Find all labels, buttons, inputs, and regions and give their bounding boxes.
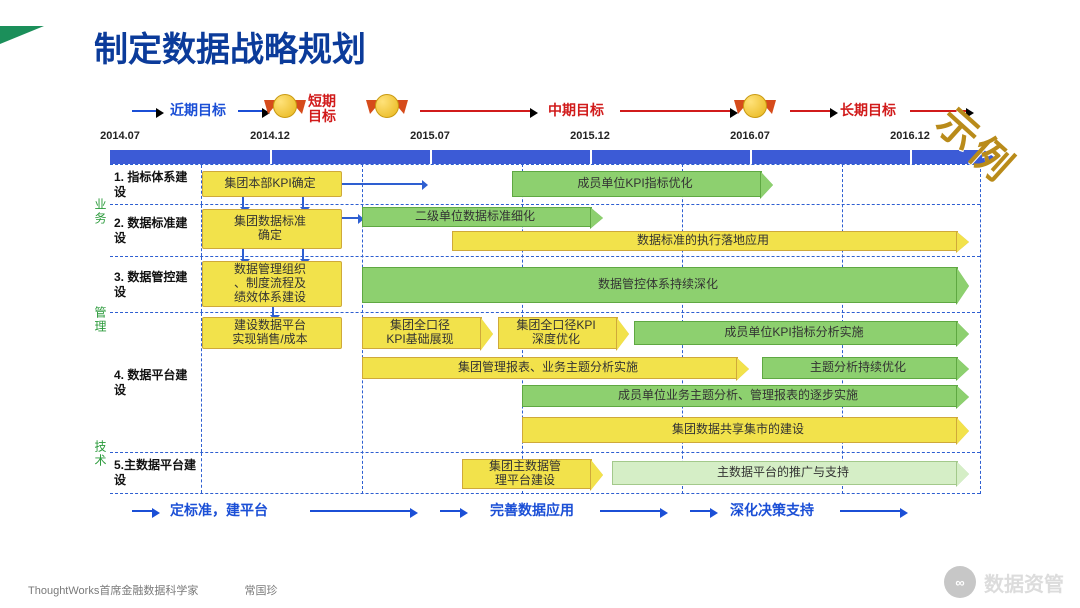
date-tick: 2016.12 bbox=[890, 130, 930, 142]
task-bar: 数据标准的执行落地应用 bbox=[452, 231, 958, 251]
timeline-bar bbox=[110, 150, 980, 164]
brand-icon: ∞ bbox=[944, 566, 976, 598]
row-label: 2. 数据标准建设 bbox=[110, 205, 202, 256]
task-bar: 数据管控体系持续深化 bbox=[362, 267, 958, 303]
mid-arrow-l bbox=[420, 110, 530, 112]
connector-arrow bbox=[242, 249, 244, 259]
task-bar: 集团本部KPI确定 bbox=[202, 171, 342, 197]
gantt-row: 4. 数据平台建设建设数据平台实现销售/成本集团全口径KPI基础展现集团全口径K… bbox=[110, 312, 980, 452]
task-bar: 成员单位KPI指标优化 bbox=[512, 171, 762, 197]
phase-arrow bbox=[440, 510, 460, 512]
date-tick: 2015.07 bbox=[410, 130, 450, 142]
short-label-text: 短期目标 bbox=[308, 93, 336, 124]
task-bar: 集团管理报表、业务主题分析实施 bbox=[362, 357, 738, 379]
medal-icon bbox=[738, 94, 772, 128]
phase-arrow bbox=[600, 510, 660, 512]
long-arrow-r bbox=[910, 110, 966, 112]
phase-arrow bbox=[132, 510, 152, 512]
date-tick: 2014.12 bbox=[250, 130, 290, 142]
task-bar: 建设数据平台实现销售/成本 bbox=[202, 317, 342, 349]
mid-label: 中期目标 bbox=[548, 100, 604, 120]
task-bar: 成员单位业务主题分析、管理报表的逐步实施 bbox=[522, 385, 958, 407]
long-label: 长期目标 bbox=[840, 100, 896, 120]
task-bar: 成员单位KPI指标分析实施 bbox=[634, 321, 958, 345]
phase-label: 定标准，建平台 bbox=[170, 500, 268, 520]
credit-left: ThoughtWorks首席金融数据科学家 bbox=[28, 585, 198, 597]
side-category: 管理 bbox=[92, 306, 109, 334]
medal-icon bbox=[268, 94, 302, 128]
task-bar: 集团数据标准确定 bbox=[202, 209, 342, 249]
connector-arrow bbox=[302, 249, 304, 259]
row-body: 集团主数据管理平台建设主数据平台的推广与支持 bbox=[202, 453, 980, 493]
corner-accent bbox=[0, 26, 44, 44]
gantt-row: 1. 指标体系建设集团本部KPI确定 成员单位KPI指标优化 bbox=[110, 164, 980, 204]
row-body: 集团数据标准确定二级单位数据标准细化数据标准的执行落地应用 bbox=[202, 205, 980, 256]
row-body: 建设数据平台实现销售/成本集团全口径KPI基础展现集团全口径KPI深度优化成员单… bbox=[202, 313, 980, 452]
task-bar: 集团数据共享集市的建设 bbox=[522, 417, 958, 443]
mid-arrow-r bbox=[620, 110, 730, 112]
phase-arrow bbox=[310, 510, 410, 512]
connector-arrow bbox=[242, 197, 244, 207]
task-bar: 主题分析持续优化 bbox=[762, 357, 958, 379]
footer-credits: ThoughtWorks首席金融数据科学家 常国珍 bbox=[28, 582, 277, 598]
phase-label: 完善数据应用 bbox=[490, 500, 574, 520]
near-label: 近期目标 bbox=[170, 100, 226, 120]
connector-arrow bbox=[342, 183, 422, 185]
date-tick: 2016.07 bbox=[730, 130, 770, 142]
row-body: 数据管理组织、制度流程及绩效体系建设数据管控体系持续深化 bbox=[202, 257, 980, 312]
gantt-chart: 近期目标 短期目标 中期目标 长期目标 2014.07 2014.12 2015… bbox=[110, 100, 980, 524]
phase-label: 深化决策支持 bbox=[730, 500, 814, 520]
short-label: 短期目标 bbox=[308, 94, 336, 125]
connector-arrow bbox=[272, 307, 274, 315]
connector-arrow bbox=[302, 197, 304, 207]
medal-icon bbox=[370, 94, 404, 128]
near-arrow-r bbox=[238, 110, 262, 112]
side-category: 业务 bbox=[92, 198, 109, 226]
phase-footer: 定标准，建平台 完善数据应用 深化决策支持 bbox=[110, 500, 980, 524]
period-header: 近期目标 短期目标 中期目标 长期目标 bbox=[110, 100, 980, 126]
task-bar: 集团全口径KPI基础展现 bbox=[362, 317, 482, 349]
gantt-grid: 业务 管理 技术 1. 指标体系建设集团本部KPI确定成员单位KPI指标优化2.… bbox=[110, 164, 980, 494]
gantt-row: 5.主数据平台建设集团主数据管理平台建设主数据平台的推广与支持 bbox=[110, 452, 980, 494]
task-bar: 数据管理组织、制度流程及绩效体系建设 bbox=[202, 261, 342, 307]
phase-arrow bbox=[840, 510, 900, 512]
row-label: 4. 数据平台建设 bbox=[110, 313, 202, 452]
date-axis: 2014.07 2014.12 2015.07 2015.12 2016.07 … bbox=[110, 130, 980, 148]
brand-badge: ∞ 数据资管 bbox=[944, 566, 1064, 598]
gantt-row: 3. 数据管控建设数据管理组织、制度流程及绩效体系建设数据管控体系持续深化 bbox=[110, 256, 980, 312]
connector-arrow bbox=[342, 217, 358, 219]
credit-right: 常国珍 bbox=[244, 585, 277, 597]
row-label: 5.主数据平台建设 bbox=[110, 453, 202, 493]
long-arrow-l bbox=[790, 110, 830, 112]
task-bar: 主数据平台的推广与支持 bbox=[612, 461, 958, 485]
date-tick: 2015.12 bbox=[570, 130, 610, 142]
near-arrow-l bbox=[132, 110, 156, 112]
gantt-row: 2. 数据标准建设集团数据标准确定二级单位数据标准细化数据标准的执行落地应用 bbox=[110, 204, 980, 256]
page-title: 制定数据战略规划 bbox=[94, 22, 366, 71]
brand-text: 数据资管 bbox=[984, 568, 1064, 597]
task-bar: 集团全口径KPI深度优化 bbox=[498, 317, 618, 349]
side-category: 技术 bbox=[92, 440, 109, 468]
date-tick: 2014.07 bbox=[100, 130, 140, 142]
row-label: 3. 数据管控建设 bbox=[110, 257, 202, 312]
task-bar: 集团主数据管理平台建设 bbox=[462, 459, 592, 489]
task-bar: 二级单位数据标准细化 bbox=[362, 207, 592, 227]
row-label: 1. 指标体系建设 bbox=[110, 165, 202, 204]
row-body: 集团本部KPI确定 成员单位KPI指标优化 bbox=[202, 165, 980, 204]
phase-arrow bbox=[690, 510, 710, 512]
